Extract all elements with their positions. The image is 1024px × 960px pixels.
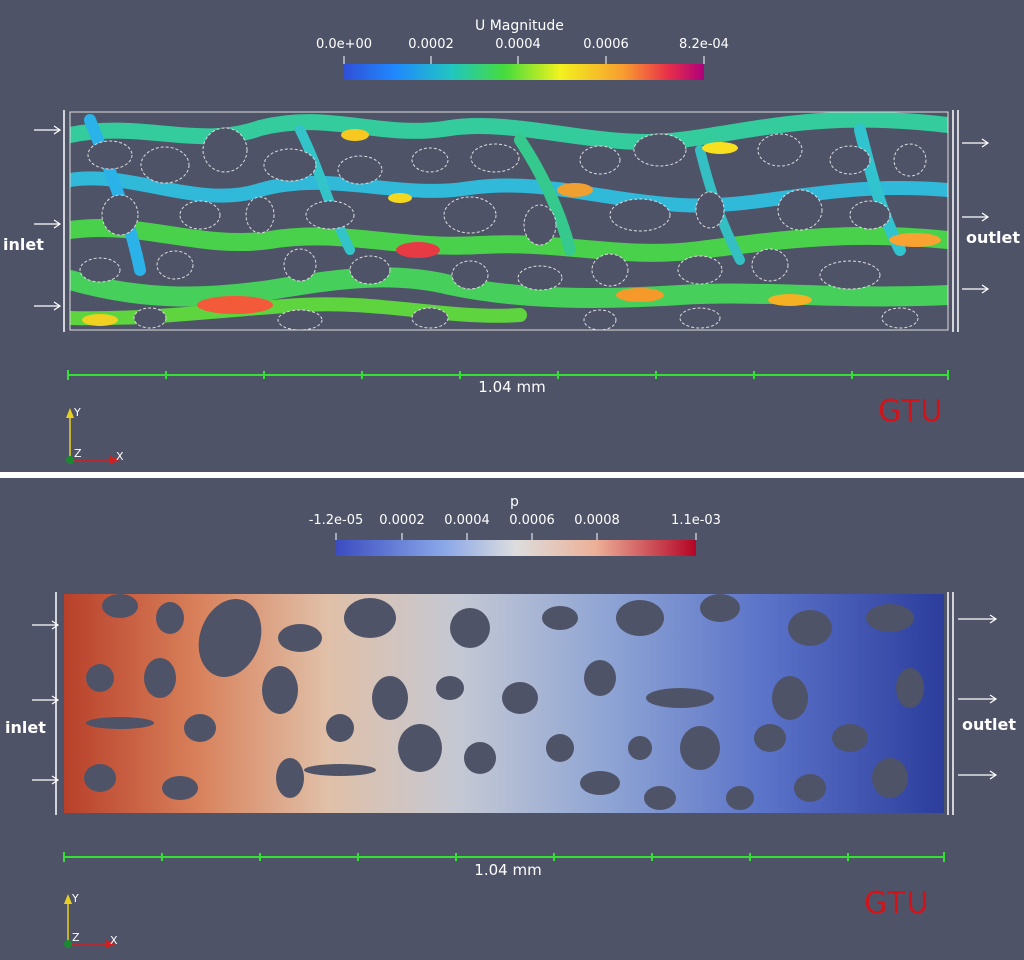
pressure-tick-2: 0.0004 [444, 513, 490, 528]
pressure-visualization [32, 533, 998, 948]
inlet-arrows [34, 125, 62, 311]
velocity-tick-2: 0.0004 [495, 37, 541, 52]
pressure-axis-z-label: Z [72, 931, 80, 944]
pressure-colorbar [336, 540, 696, 556]
pressure-outlet-label: outlet [962, 715, 1017, 734]
velocity-panel: U Magnitude 0.0e+00 0.0002 0.0004 0.0006… [0, 0, 1024, 472]
velocity-colorbar [344, 64, 704, 80]
pressure-colorbar-ticks [335, 533, 697, 540]
pressure-obstacles [84, 594, 924, 810]
pressure-inlet-label: inlet [5, 718, 46, 737]
pressure-tick-4: 0.0008 [574, 513, 620, 528]
outlet-label: outlet [966, 228, 1021, 247]
axis-x-label: X [116, 450, 124, 463]
outlet-arrows [962, 138, 990, 294]
pressure-axis-y-label: Y [72, 892, 79, 905]
velocity-tick-1: 0.0002 [408, 37, 454, 52]
velocity-colorbar-ticks [343, 56, 705, 64]
axes-triad [66, 408, 120, 464]
velocity-colorbar-title: U Magnitude [475, 18, 564, 34]
velocity-tick-3: 0.0006 [583, 37, 629, 52]
brand-logo: GTU [878, 394, 944, 429]
pressure-axes-triad [64, 894, 116, 948]
scale-label: 1.04 mm [478, 378, 546, 396]
velocity-flow-field [70, 112, 948, 330]
pressure-tick-1: 0.0002 [379, 513, 425, 528]
axis-y-label: Y [74, 406, 81, 419]
scale-bar [67, 370, 949, 380]
velocity-visualization [34, 56, 990, 464]
pressure-tick-5: 1.1e-03 [671, 513, 721, 528]
pressure-outlet-arrows [958, 614, 998, 780]
panel-separator [0, 472, 1024, 478]
axis-z-label: Z [74, 447, 82, 460]
pressure-scale-bar [63, 852, 945, 862]
pressure-tick-0: -1.2e-05 [308, 513, 364, 528]
inlet-label: inlet [3, 235, 44, 254]
pressure-colorbar-title: p [510, 494, 519, 510]
pressure-axis-x-label: X [110, 934, 118, 947]
pressure-tick-3: 0.0006 [509, 513, 555, 528]
pressure-brand-logo: GTU [864, 886, 930, 921]
pressure-panel: p -1.2e-05 0.0002 0.0004 0.0006 0.0008 1… [0, 478, 1024, 960]
pressure-inlet-arrows [32, 620, 60, 785]
velocity-domain-border [69, 111, 949, 331]
velocity-tick-4: 8.2e-04 [679, 37, 729, 52]
pressure-scale-label: 1.04 mm [474, 861, 542, 879]
velocity-tick-0: 0.0e+00 [315, 37, 373, 52]
